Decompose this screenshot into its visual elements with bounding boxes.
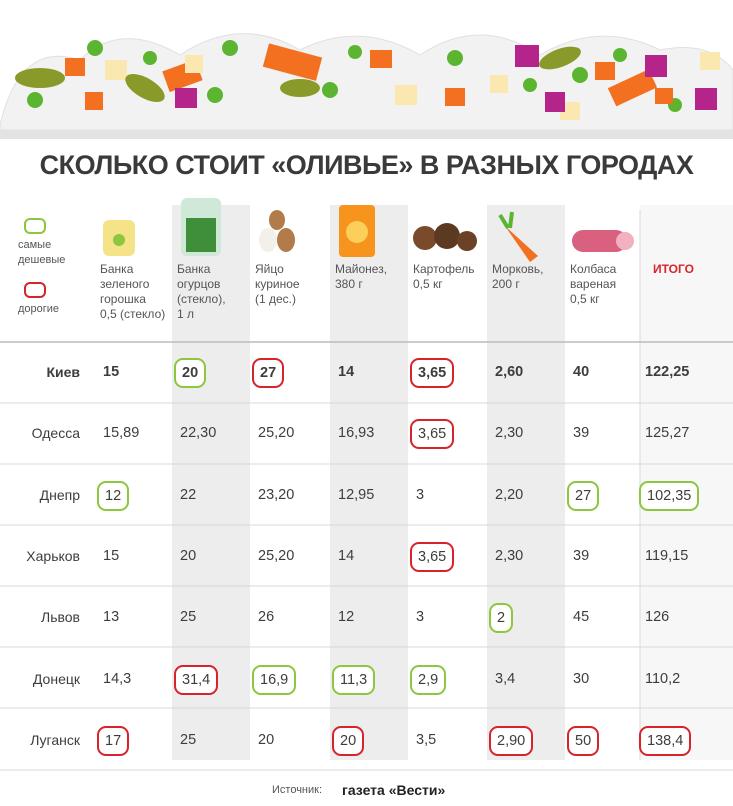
column-header: ИТОГО bbox=[653, 262, 694, 276]
price-cell: 25,20 bbox=[258, 547, 295, 564]
price-cell: 3,4 bbox=[495, 670, 516, 687]
source-text: газета «Вести» bbox=[342, 782, 446, 798]
title: СКОЛЬКО СТОИТ «ОЛИВЬЕ» В РАЗНЫХ ГОРОДАХ bbox=[39, 150, 694, 180]
price-cell: 13 bbox=[103, 609, 120, 626]
column-header: Яйцо bbox=[255, 262, 284, 276]
column-header: горошка bbox=[100, 292, 146, 306]
price-cell: 119,15 bbox=[645, 547, 689, 564]
price-cell: 3,5 bbox=[416, 731, 437, 748]
price-cell: 17 bbox=[97, 725, 130, 756]
column-header: 200 г bbox=[492, 277, 520, 291]
column-header: 1 л bbox=[177, 307, 195, 321]
price-cell: 25,20 bbox=[258, 425, 295, 442]
price-cell: 2,60 bbox=[495, 364, 524, 380]
price-cell: 3,65 bbox=[410, 419, 455, 450]
column-header: 0,5 кг bbox=[570, 292, 600, 306]
price-cell: 3,65 bbox=[410, 358, 455, 388]
price-cell: 26 bbox=[258, 609, 275, 626]
price-cell: 31,4 bbox=[174, 664, 219, 695]
price-cell: 15 bbox=[103, 547, 120, 564]
price-cell: 16,93 bbox=[338, 425, 375, 442]
price-cell: 39 bbox=[573, 547, 590, 564]
price-cell: 14,3 bbox=[103, 670, 132, 687]
price-cell: 12 bbox=[338, 609, 355, 626]
column-header: 0,5 (стекло) bbox=[100, 307, 166, 321]
city-name: Луганск bbox=[30, 731, 80, 748]
column-header: Колбаса bbox=[570, 262, 617, 276]
column-header: Банка bbox=[100, 262, 134, 276]
column-header: Картофель bbox=[413, 262, 475, 276]
price-cell: 2,30 bbox=[495, 547, 524, 564]
price-cell: 27 bbox=[567, 480, 600, 511]
price-cell: 138,4 bbox=[639, 725, 692, 756]
price-cell: 3 bbox=[416, 486, 425, 503]
price-cell: 110,2 bbox=[645, 670, 681, 687]
column-header: (1 дес.) bbox=[255, 292, 297, 306]
price-cell: 14 bbox=[338, 364, 355, 380]
legend-label: самые дешевые bbox=[18, 239, 66, 266]
price-cell: 102,35 bbox=[639, 480, 700, 511]
city-name: Львов bbox=[41, 609, 80, 626]
price-cell: 22,30 bbox=[180, 425, 217, 442]
column-header: зеленого bbox=[100, 277, 150, 291]
price-cell: 2,30 bbox=[495, 425, 524, 442]
price-cell: 20 bbox=[258, 731, 275, 748]
city-name: Днепр bbox=[39, 486, 80, 503]
price-cell: 50 bbox=[567, 725, 600, 756]
price-cell: 12 bbox=[97, 480, 130, 511]
price-cell: 2,20 bbox=[495, 486, 524, 503]
price-cell: 122,25 bbox=[645, 364, 690, 380]
column-header: 380 г bbox=[335, 277, 363, 291]
column-header: 0,5 кг bbox=[413, 277, 443, 291]
price-cell: 126 bbox=[645, 609, 670, 626]
city-name: Киев bbox=[46, 364, 80, 380]
price-cell: 25 bbox=[180, 609, 197, 626]
price-cell: 12,95 bbox=[338, 486, 375, 503]
legend-swatch bbox=[24, 282, 46, 298]
legend-swatch bbox=[24, 218, 46, 234]
city-name: Харьков bbox=[26, 547, 80, 564]
price-cell: 20 bbox=[180, 547, 197, 564]
price-cell: 125,27 bbox=[645, 425, 690, 442]
price-cell: 15,89 bbox=[103, 425, 140, 442]
price-cell: 14 bbox=[338, 547, 355, 564]
column-header: (стекло), bbox=[177, 292, 226, 306]
price-cell: 20 bbox=[174, 358, 207, 388]
column-header: огурцов bbox=[177, 277, 221, 291]
price-cell: 22 bbox=[180, 486, 197, 503]
price-cell: 3 bbox=[416, 609, 425, 626]
price-cell: 45 bbox=[573, 609, 590, 626]
city-name: Донецк bbox=[32, 670, 80, 687]
price-cell: 39 bbox=[573, 425, 590, 442]
source-label: Источник: bbox=[272, 784, 323, 796]
price-cell: 15 bbox=[103, 364, 120, 380]
price-cell: 40 bbox=[573, 364, 590, 380]
price-cell: 2,90 bbox=[489, 725, 534, 756]
column-header: вареная bbox=[570, 277, 617, 291]
price-cell: 27 bbox=[252, 358, 285, 388]
price-cell: 20 bbox=[332, 725, 365, 756]
price-cell: 3,65 bbox=[410, 541, 455, 572]
city-name: Одесса bbox=[31, 425, 80, 442]
price-cell: 2,9 bbox=[410, 664, 447, 695]
column-header: Морковь, bbox=[492, 262, 544, 276]
price-cell: 16,9 bbox=[252, 664, 297, 695]
column-header: Майонез, bbox=[335, 262, 388, 276]
column-header: куриное bbox=[255, 277, 300, 291]
legend-label: дорогие bbox=[18, 303, 60, 315]
price-cell: 11,3 bbox=[332, 664, 376, 695]
column-header: Банка bbox=[177, 262, 211, 276]
price-cell: 30 bbox=[573, 670, 590, 687]
price-cell: 25 bbox=[180, 731, 197, 748]
price-cell: 2 bbox=[489, 603, 514, 634]
price-cell: 23,20 bbox=[258, 486, 295, 503]
